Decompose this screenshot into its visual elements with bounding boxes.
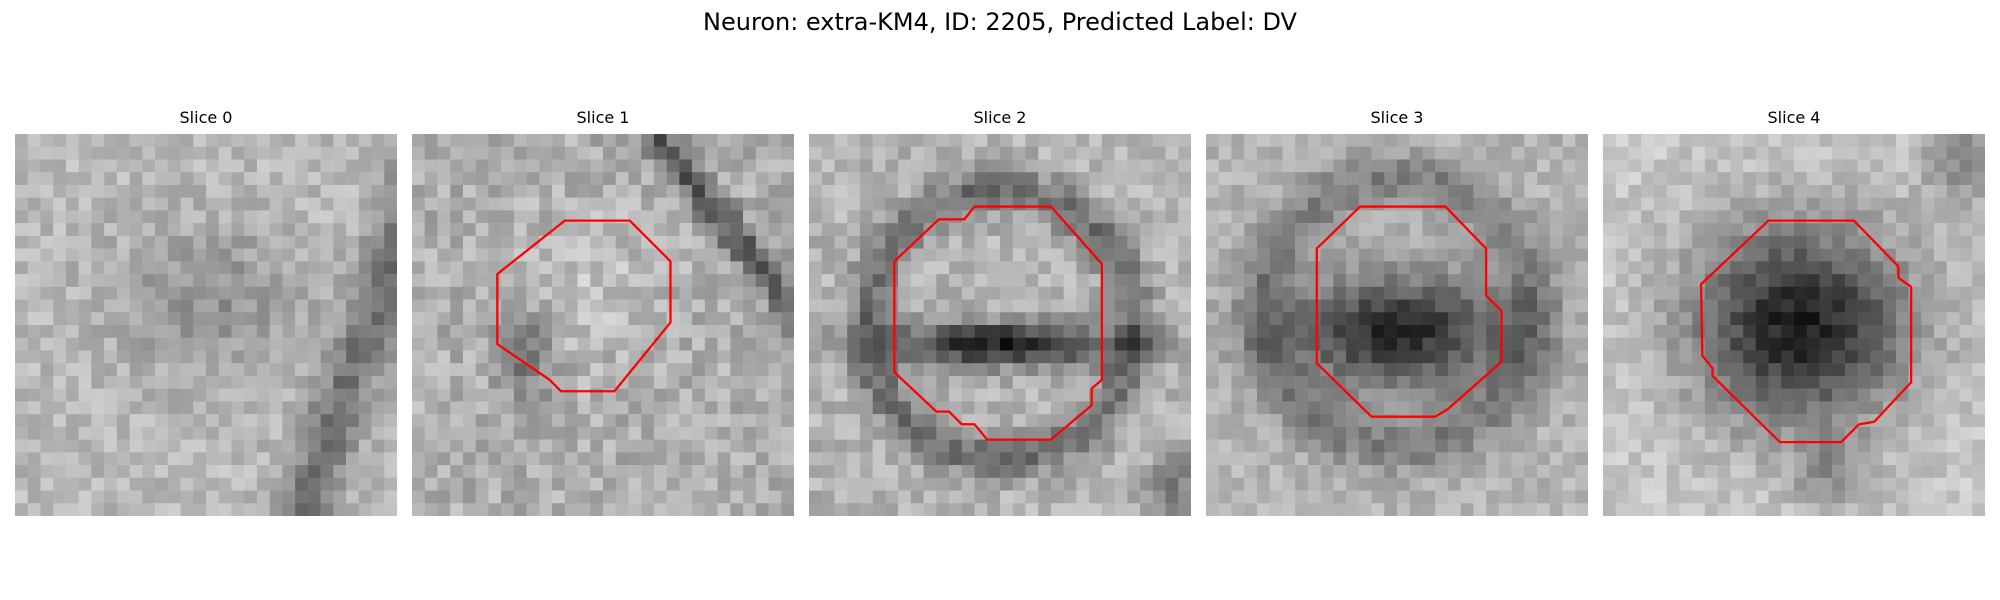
- slice-panel-1: Slice 1: [412, 108, 794, 516]
- slice-pixels-3: [1206, 134, 1588, 516]
- roi-contour-4: [1699, 219, 1913, 444]
- roi-contour-1: [496, 219, 672, 393]
- slice-title-2: Slice 2: [973, 108, 1027, 127]
- slice-title-3: Slice 3: [1370, 108, 1424, 127]
- slice-panel-4: Slice 4: [1603, 108, 1985, 516]
- slice-image-2: [809, 134, 1191, 516]
- slice-title-0: Slice 0: [179, 108, 233, 127]
- slice-image-4: [1603, 134, 1985, 516]
- slice-title-1: Slice 1: [576, 108, 630, 127]
- slice-panel-0: Slice 0: [15, 108, 397, 516]
- slice-image-3: [1206, 134, 1588, 516]
- slice-pixels-0: [15, 134, 397, 516]
- slice-pixels-1: [412, 134, 794, 516]
- roi-contour-2: [893, 205, 1104, 441]
- slice-image-1: [412, 134, 794, 516]
- slice-image-0: [15, 134, 397, 516]
- slice-panel-2: Slice 2: [809, 108, 1191, 516]
- slice-pixels-4: [1603, 134, 1985, 516]
- slice-title-4: Slice 4: [1767, 108, 1821, 127]
- slice-panel-3: Slice 3: [1206, 108, 1588, 516]
- figure-title: Neuron: extra-KM4, ID: 2205, Predicted L…: [703, 8, 1297, 36]
- slice-pixels-2: [809, 134, 1191, 516]
- roi-contour-3: [1315, 205, 1503, 418]
